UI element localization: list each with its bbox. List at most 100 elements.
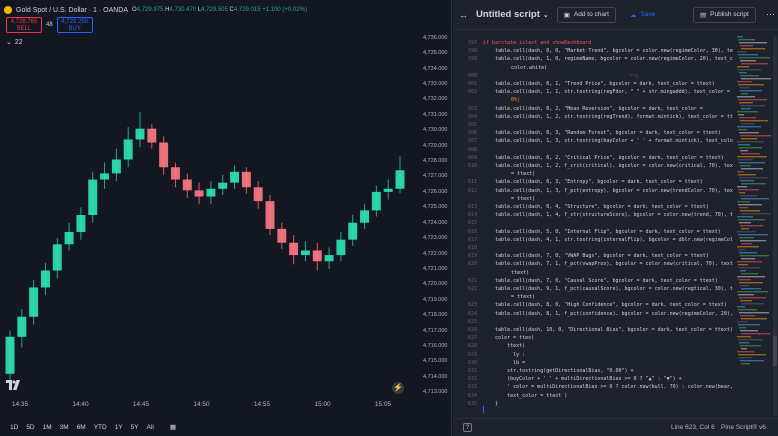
minimap-line xyxy=(740,345,761,347)
minimap-line xyxy=(738,309,757,311)
minimap-line xyxy=(738,174,756,176)
line-number: 599 xyxy=(467,56,477,63)
range-button-5y[interactable]: 5Y xyxy=(130,423,139,431)
code-line[interactable]: ttext) xyxy=(493,269,530,276)
line-number: 633 xyxy=(467,384,477,391)
calendar-icon[interactable]: ▦ xyxy=(169,424,177,431)
code-line[interactable]: ' color = multiDirectionalBias >= 0 ? co… xyxy=(483,384,733,391)
code-line[interactable]: text_color = ttext ) xyxy=(483,392,568,399)
code-line[interactable]: table.cell(dash, 8, 1, f_pct(confidence)… xyxy=(483,310,733,317)
more-options-button[interactable]: ⋯ xyxy=(766,9,775,19)
code-line[interactable]: table.cell(dash, 0, 1, "Trend Price", bg… xyxy=(483,81,715,87)
code-line[interactable]: table.cell(dash, 8, 0, "High Confidence"… xyxy=(483,302,727,309)
code-line[interactable]: = ttext) xyxy=(493,294,536,301)
range-button-5d[interactable]: 5D xyxy=(26,423,35,431)
candle-body xyxy=(360,210,370,223)
code-line[interactable]: table.cell(dash, 1, 2, f_crit(critical),… xyxy=(483,163,733,169)
close-label: C xyxy=(229,7,234,13)
price-plot[interactable] xyxy=(0,30,420,400)
code-editor[interactable]: 597 598 599 600 601 602 603 604 605 606 607 608 609 6… xyxy=(453,36,733,418)
code-line[interactable]: table.cell(dash, 1, 3, str.tostring(bayC… xyxy=(495,138,733,145)
language-version[interactable]: Pine Script® v6 xyxy=(721,424,766,431)
code-line[interactable]: table.cell(dash, 7, 0, "Causal Score", b… xyxy=(483,277,718,284)
code-line[interactable]: table.cell(dash, 4, 1, str.tostring(inte… xyxy=(483,236,733,243)
code-line[interactable]: table.cell(dash, 0, 4, "Structure", bgco… xyxy=(483,204,709,210)
range-button-all[interactable]: All xyxy=(146,423,154,431)
minimap-line xyxy=(737,36,743,38)
code-line[interactable]: str.tostring(getDirectionalBias, "0.00")… xyxy=(483,368,634,374)
symbol-title[interactable]: Gold Spot / U.S. Dollar · 1 · OANDA xyxy=(16,6,129,14)
code-line[interactable]: table.cell(dash, 1, 2, str.tostring(regT… xyxy=(483,113,733,120)
minimap-line xyxy=(739,312,769,314)
code-line[interactable]: table.cell(dash, 9, 1, f_pct(causalScore… xyxy=(483,286,733,292)
code-line[interactable]: table.cell(dash, 0, 0, "Market Trend", b… xyxy=(483,48,733,55)
sell-button[interactable]: 4,728.765 SELL xyxy=(6,17,42,33)
minimap-line xyxy=(738,339,763,341)
code-line[interactable]: ly : xyxy=(483,351,526,358)
minimap-line xyxy=(740,165,751,167)
candle-up xyxy=(218,174,228,195)
range-button-1d[interactable]: 1D xyxy=(10,423,19,431)
price-axis[interactable]: 4,736.000 4,735.000 4,734.000 4,733.000 4,73… xyxy=(420,30,452,400)
minimap-line xyxy=(737,156,767,158)
code-line[interactable]: table.cell(dash, 7, 0, "VWAP Bugs", bgco… xyxy=(483,253,709,260)
price-tick-label: 4,721.000 xyxy=(423,265,448,272)
line-number: 618 xyxy=(467,245,477,251)
range-button-1y[interactable]: 1Y xyxy=(114,423,123,431)
time-tick-label: 14:50 xyxy=(193,401,210,408)
code-line[interactable]: table.cell(dash, 10, 0, "Directional Bia… xyxy=(483,327,733,333)
candle-body xyxy=(111,159,121,174)
price-tick-label: 4,725.000 xyxy=(423,204,448,211)
scroll-thumb[interactable] xyxy=(773,336,777,366)
time-axis[interactable]: 14:35 14:40 14:45 14:50 14:55 15:00 15:05 xyxy=(0,400,420,412)
minimap-line xyxy=(740,75,759,77)
code-line[interactable]: (buyColor + ' ' + multiDirectionalBias >… xyxy=(483,376,682,383)
gold-symbol-icon xyxy=(4,6,12,14)
range-button-3m[interactable]: 3M xyxy=(59,423,69,431)
line-number: 598 xyxy=(467,48,477,55)
code-line[interactable]: table.cell(dash, 0, 3, "Random Forest", … xyxy=(483,130,721,137)
minimap-line xyxy=(737,66,749,68)
code-line[interactable]: ttext) xyxy=(483,343,526,350)
code-line[interactable]: table.cell(dash, 0, 2, "Critical Price",… xyxy=(483,154,724,161)
code-line[interactable]: table.cell(dash, 1, 4, f_str(structureSc… xyxy=(483,212,733,219)
buy-button[interactable]: 4,729.250 BUY xyxy=(56,17,93,33)
chart-pane[interactable]: Gold Spot / U.S. Dollar · 1 · OANDA O4,7… xyxy=(0,0,452,436)
range-button-6m[interactable]: 6M xyxy=(76,423,86,431)
lightning-icon[interactable]: ⚡ xyxy=(392,382,404,394)
code-line[interactable]: if barstate.islast and showDashboard xyxy=(483,40,592,46)
minimap-line xyxy=(741,363,750,365)
code-line[interactable]: lb = xyxy=(483,359,526,366)
code-line[interactable]: = ttext) xyxy=(493,195,536,202)
code-line[interactable]: table.cell(dash, 1, 1, str.tostring(regF… xyxy=(483,89,733,96)
code-line[interactable]: } xyxy=(483,400,499,407)
tradingview-logo-icon[interactable] xyxy=(6,380,20,390)
range-button-1m[interactable]: 1M xyxy=(42,423,52,431)
minimap-line xyxy=(738,69,761,71)
price-tick-label: 4,736.000 xyxy=(423,34,448,41)
candle-down xyxy=(289,235,299,265)
code-line[interactable]: table.cell(dash, 0, 3, "Entropy", bgcolo… xyxy=(483,179,703,186)
code-line[interactable]: = ttext) xyxy=(493,171,536,178)
menu-icon[interactable]: ↔ xyxy=(459,9,468,20)
script-title[interactable]: Untitled script ⌄ xyxy=(476,9,549,20)
code-line[interactable]: color.white) xyxy=(493,64,548,71)
code-line[interactable]: color = ttex) xyxy=(483,335,535,342)
code-line[interactable]: ﹣ "") xyxy=(483,73,639,80)
cursor-position[interactable]: Line 623, Col 6 xyxy=(671,424,715,431)
indicators-toggle[interactable]: ⌄ 22 xyxy=(6,38,23,47)
publish-script-button[interactable]: ▤ Publish script xyxy=(693,6,756,23)
code-line[interactable]: table.cell(dash, 0, 2, "Mean Reversion",… xyxy=(483,105,703,112)
code-line[interactable]: table.cell(dash, 7, 1, f_pct(vwapProx), … xyxy=(483,261,733,268)
code-line[interactable]: 0%) xyxy=(493,97,521,104)
minimap-line xyxy=(738,54,758,56)
help-icon[interactable]: ? xyxy=(463,423,472,432)
code-line[interactable]: table.cell(dash, 5, 0, "Internal Flip", … xyxy=(483,228,721,235)
save-button[interactable]: ☁ Save xyxy=(624,8,661,22)
range-button-ytd[interactable]: YTD xyxy=(93,423,107,431)
add-to-chart-button[interactable]: ▣ Add to chart xyxy=(556,6,616,23)
code-line[interactable]: table.cell(dash, 1, 3, f_pct(entropy), b… xyxy=(483,187,733,194)
code-minimap[interactable] xyxy=(735,36,771,366)
editor-scrollbar[interactable] xyxy=(773,36,777,416)
code-line[interactable]: table.cell(dash, 1, 0, regimeName, bgcol… xyxy=(483,56,733,63)
